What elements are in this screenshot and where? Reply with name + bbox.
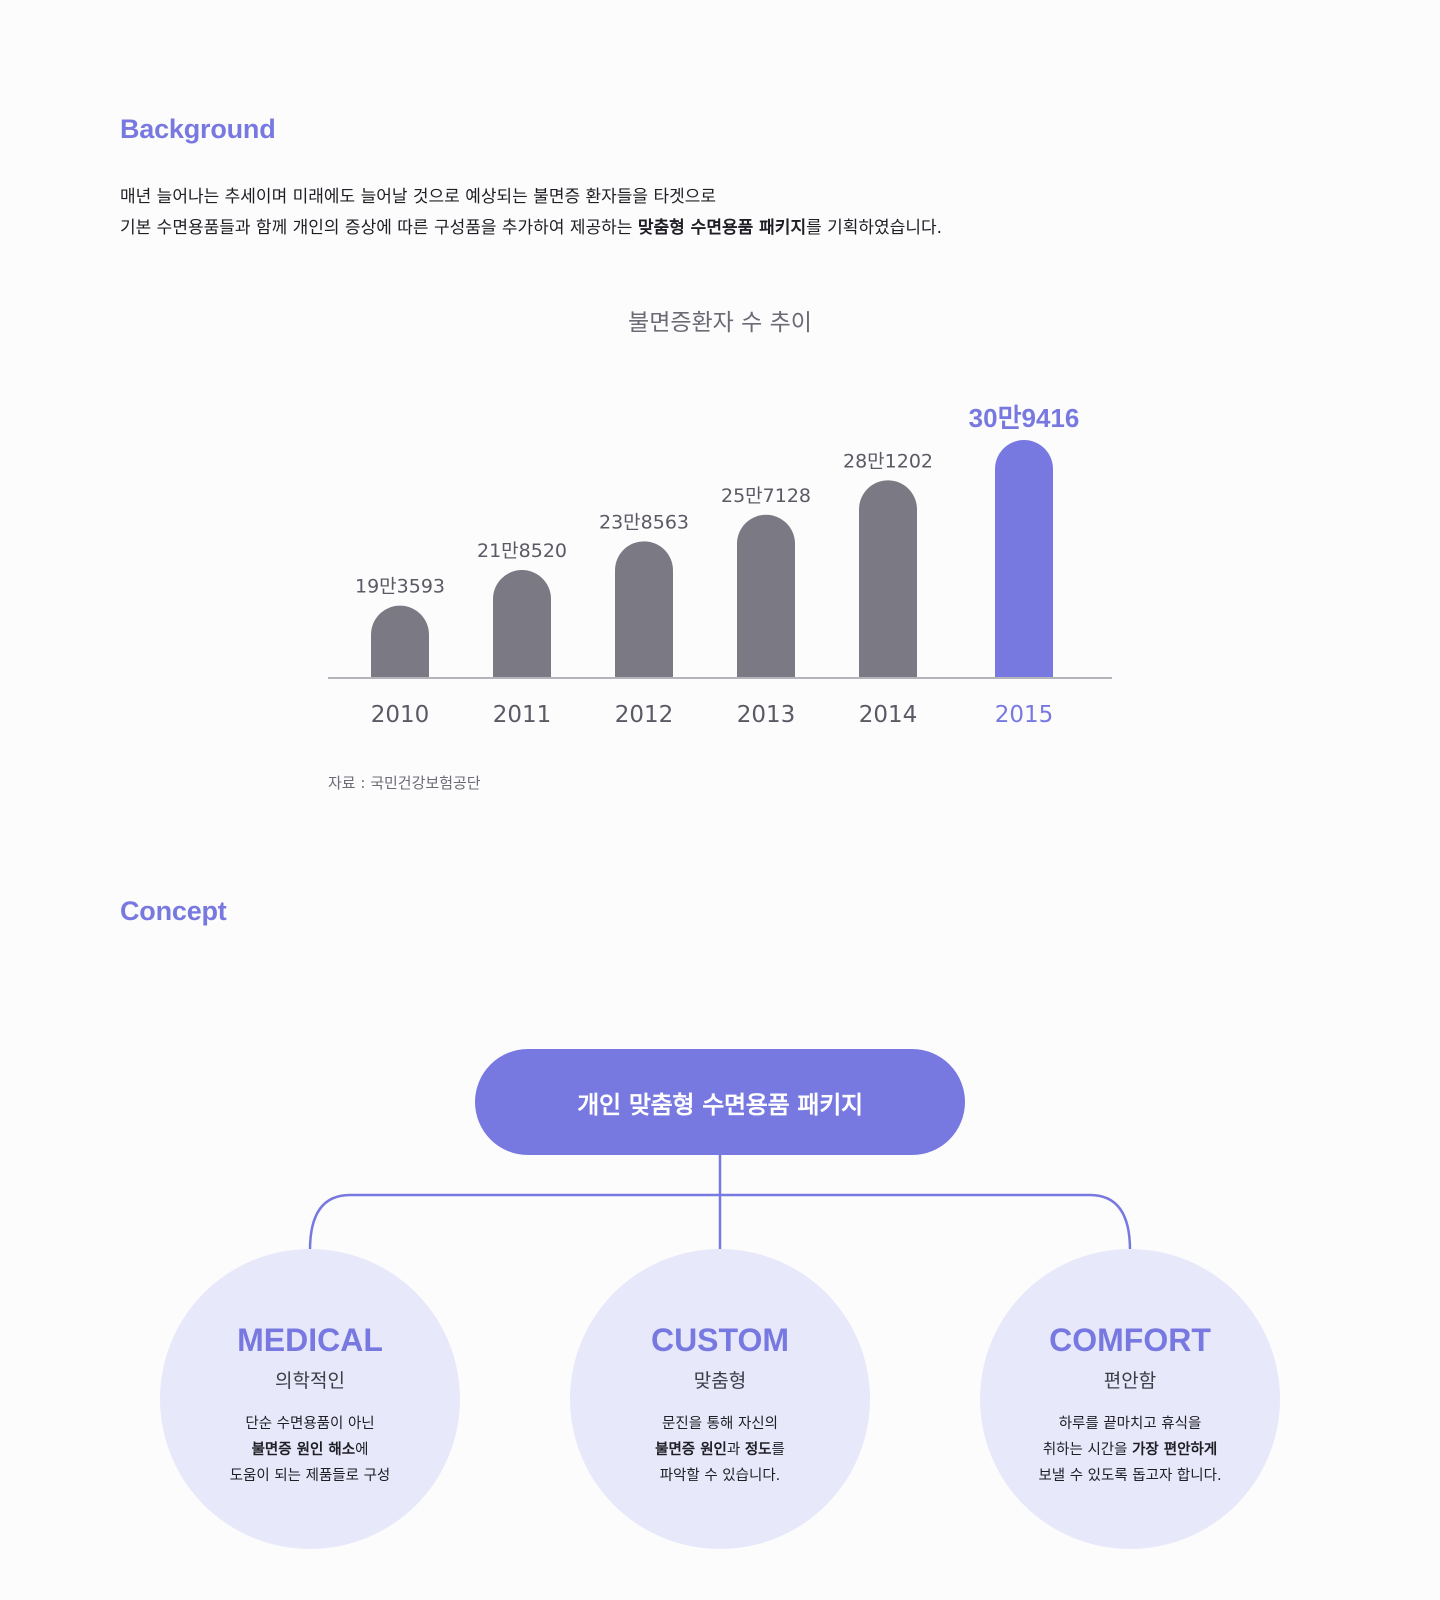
medical-description: 단순 수면용품이 아닌 불면증 원인 해소에 도움이 되는 제품들로 구성 <box>160 1411 460 1489</box>
data-label-2015: 30만9416 <box>969 403 1080 433</box>
data-label-2013: 25만7128 <box>721 485 811 507</box>
data-label-2012: 23만8563 <box>599 511 689 533</box>
x-tick-2014: 2014 <box>859 702 918 728</box>
description-line-2-end: 를 기획하였습니다. <box>806 218 943 238</box>
bar-2011 <box>493 570 551 678</box>
comfort-emphasis: 가장 편안하게 <box>1132 1442 1218 1458</box>
custom-desc-line-3: 파악할 수 있습니다. <box>659 1468 781 1484</box>
bar-2012 <box>615 541 673 678</box>
connector-left <box>308 1193 720 1251</box>
comfort-desc-line-1: 하루를 끝마치고 휴식을 <box>1058 1416 1202 1432</box>
x-tick-2015: 2015 <box>995 702 1054 728</box>
description-emphasis: 맞춤형 수면용품 패키지 <box>637 218 807 238</box>
x-tick-2010: 2010 <box>371 702 430 728</box>
comfort-title: COMFORT <box>1049 1322 1211 1358</box>
insomnia-patients-chart: 불면증환자 수 추이 19만3593 2010 21만8520 2011 23만8563… <box>328 310 1112 728</box>
medical-subtitle: 의학적인 <box>275 1370 345 1392</box>
custom-desc-line-1: 문진을 통해 자신의 <box>662 1416 778 1432</box>
custom-desc-suffix: 를 <box>771 1442 785 1458</box>
data-label-2011: 21만8520 <box>477 540 567 562</box>
data-label-2014: 28만1202 <box>843 450 933 472</box>
description-line-1: 매년 늘어나는 추세이며 미래에도 늘어날 것으로 예상되는 불면증 환자들을 … <box>120 187 717 207</box>
connector-right <box>720 1193 1132 1251</box>
custom-subtitle: 맞춤형 <box>693 1370 747 1392</box>
x-tick-2012: 2012 <box>615 702 674 728</box>
bar-2013 <box>737 514 795 678</box>
comfort-subtitle: 편안함 <box>1103 1370 1157 1392</box>
custom-desc-line-2: 불면증 원인과 정도를 <box>570 1437 870 1463</box>
comfort-desc-line-2: 취하는 시간을 가장 편안하게 <box>980 1437 1280 1463</box>
description-line-2: 기본 수면용품들과 함께 개인의 증상에 따른 구성품을 추가하여 제공하는 맞… <box>120 213 942 244</box>
bar-2010 <box>371 605 429 678</box>
background-heading: Background <box>120 114 276 144</box>
concept-heading: Concept <box>120 896 227 926</box>
data-source: 자료 : 국민건강보험공단 <box>328 774 481 792</box>
concept-comfort-circle: COMFORT 편안함 하루를 끝마치고 휴식을 취하는 시간을 가장 편안하게… <box>980 1249 1280 1549</box>
chart-title: 불면증환자 수 추이 <box>628 310 812 336</box>
custom-title: CUSTOM <box>650 1322 790 1358</box>
medical-desc-line-2: 불면증 원인 해소에 <box>160 1437 460 1463</box>
comfort-desc-prefix: 취하는 시간을 <box>1042 1442 1133 1458</box>
description-line-2-text: 기본 수면용품들과 함께 개인의 증상에 따른 구성품을 추가하여 제공하는 <box>120 218 638 238</box>
medical-title: MEDICAL <box>237 1322 383 1358</box>
concept-medical-circle: MEDICAL 의학적인 단순 수면용품이 아닌 불면증 원인 해소에 도움이 … <box>160 1249 460 1549</box>
custom-emphasis-degree: 정도 <box>744 1442 772 1458</box>
custom-emphasis-cause: 불면증 원인 <box>655 1442 727 1458</box>
bar-2014 <box>859 480 917 678</box>
medical-desc-line-3: 도움이 되는 제품들로 구성 <box>229 1468 391 1484</box>
background-description: 매년 늘어나는 추세이며 미래에도 늘어날 것으로 예상되는 불면증 환자들을 … <box>120 182 942 244</box>
comfort-desc-line-3: 보낼 수 있도록 돕고자 합니다. <box>1038 1468 1222 1484</box>
x-tick-2011: 2011 <box>493 702 552 728</box>
data-label-2010: 19만3593 <box>355 576 445 598</box>
concept-root-node: 개인 맞춤형 수면용품 패키지 <box>475 1049 965 1155</box>
medical-emphasis: 불면증 원인 해소 <box>251 1442 356 1458</box>
x-tick-2013: 2013 <box>737 702 796 728</box>
medical-desc-line-1: 단순 수면용품이 아닌 <box>245 1416 375 1432</box>
concept-custom-circle: CUSTOM 맞춤형 문진을 통해 자신의 불면증 원인과 정도를 파악할 수 … <box>570 1249 870 1549</box>
bar-2015 <box>995 440 1053 678</box>
medical-desc-suffix: 에 <box>355 1442 369 1458</box>
comfort-description: 하루를 끝마치고 휴식을 취하는 시간을 가장 편안하게 보낼 수 있도록 돕고… <box>980 1411 1280 1489</box>
custom-description: 문진을 통해 자신의 불면증 원인과 정도를 파악할 수 있습니다. <box>570 1411 870 1489</box>
custom-desc-mid: 과 <box>726 1442 745 1458</box>
